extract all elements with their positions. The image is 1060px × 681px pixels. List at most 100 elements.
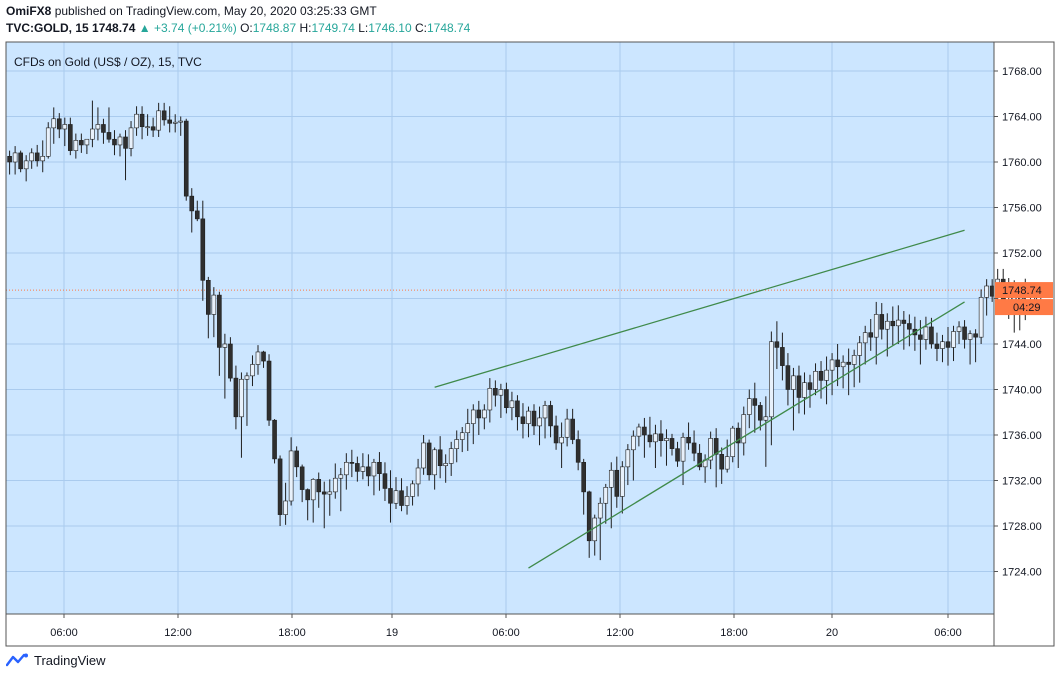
candle-body [923, 326, 929, 340]
candle-body [272, 419, 277, 460]
candle-body [686, 436, 691, 444]
candle-body [498, 389, 504, 396]
y-tick-label: 1740.00 [1002, 385, 1042, 397]
candle-body [62, 124, 68, 130]
publish-info: OmiFX8 published on TradingView.com, May… [6, 4, 377, 18]
candle-body [443, 463, 448, 467]
last-price-tag [995, 282, 1053, 299]
candle-body [211, 294, 217, 315]
candle-body [448, 448, 454, 464]
candle-body [349, 461, 355, 464]
candle-body [23, 160, 29, 170]
close-label: C: [414, 21, 427, 35]
symbol-label: TVC:GOLD, 15 [6, 21, 89, 35]
candles [7, 100, 1028, 561]
candle-body [34, 152, 40, 162]
candle-body [493, 388, 498, 396]
candle-body [101, 124, 106, 133]
x-tick-label: 18:00 [278, 627, 306, 639]
x-tick-label: 19 [386, 627, 398, 639]
candle-body [344, 461, 349, 476]
candle-body [741, 414, 747, 444]
candle-body [51, 118, 57, 129]
candle-body [150, 126, 156, 131]
author-name[interactable]: OmiFX8 [6, 4, 52, 18]
candle-body [807, 382, 813, 390]
candle-body [338, 474, 344, 479]
candle-body [559, 436, 564, 444]
candle-body [564, 418, 570, 438]
candle-body [95, 124, 101, 130]
candle-body [746, 398, 752, 415]
high-value: 1749.74 [311, 21, 355, 35]
x-tick-label: 18:00 [720, 627, 748, 639]
candle-body [763, 416, 769, 421]
x-tick-label: 06:00 [50, 627, 78, 639]
x-tick-label: 12:00 [164, 627, 192, 639]
candle-body [399, 490, 404, 506]
candle-body [835, 359, 840, 368]
candle-body [206, 279, 211, 315]
chart-frame [5, 41, 1055, 647]
candle-body [951, 331, 956, 348]
candle-body [520, 416, 526, 424]
x-tick-label: 12:00 [606, 627, 634, 639]
candle-body [145, 126, 150, 129]
trendline [528, 301, 965, 569]
candle-body [896, 319, 901, 327]
candle-body [907, 323, 912, 330]
last-price: 1748.74 [92, 21, 136, 35]
low-value: 1746.10 [368, 21, 412, 35]
candle-body [669, 438, 675, 449]
candle-body [724, 456, 730, 470]
candle-body [382, 473, 388, 489]
published-text: published on TradingView.com, May 20, 20… [54, 4, 377, 18]
plot-background [6, 42, 994, 614]
candle-body [45, 127, 51, 157]
candle-body [68, 124, 73, 151]
candle-body [393, 490, 399, 504]
candle-body [421, 442, 426, 469]
candle-body [73, 140, 79, 151]
change-text: +3.74 (+0.21%) [154, 21, 237, 35]
candle-body [178, 120, 184, 123]
candle-body [305, 489, 310, 501]
candle-body [851, 355, 857, 365]
tradingview-logo-icon [6, 653, 28, 667]
candle-body [967, 333, 973, 340]
candle-body [642, 426, 647, 436]
candle-body [277, 458, 283, 515]
candle-body [824, 369, 829, 381]
y-tick-label: 1724.00 [1002, 567, 1042, 579]
candle-body [355, 463, 360, 472]
x-tick-label: 06:00 [492, 627, 520, 639]
trendlines [434, 229, 965, 569]
candle-body [796, 375, 802, 398]
countdown-tag-label: 04:29 [1013, 302, 1041, 314]
candle-body [531, 410, 537, 427]
open-label: O: [240, 21, 253, 35]
low-label: L: [358, 21, 369, 35]
candle-body [459, 432, 465, 440]
candle-body [250, 364, 255, 377]
countdown-tag [995, 299, 1053, 316]
candle-body [106, 132, 112, 140]
candle-body [608, 469, 614, 488]
candle-body [112, 138, 117, 146]
candle-body [123, 136, 128, 149]
candle-body [117, 136, 123, 146]
price-chart[interactable]: 1768.00 1764.00 1760.00 1756.00 1752.00 1748.… [0, 0, 1060, 650]
candle-body [487, 388, 493, 411]
candle-body [752, 398, 758, 406]
candle-body [388, 488, 393, 504]
tradingview-logo[interactable]: TradingView [6, 652, 106, 668]
candle-body [680, 436, 686, 462]
candle-body [360, 466, 366, 472]
candle-body [509, 400, 515, 408]
y-tick-label: 1732.00 [1002, 476, 1042, 488]
up-arrow-icon: ▲ [138, 21, 151, 35]
candle-body [299, 466, 305, 490]
y-tick-label: 1744.00 [1002, 339, 1042, 351]
candle-body [321, 491, 327, 495]
candle-body [984, 285, 989, 298]
